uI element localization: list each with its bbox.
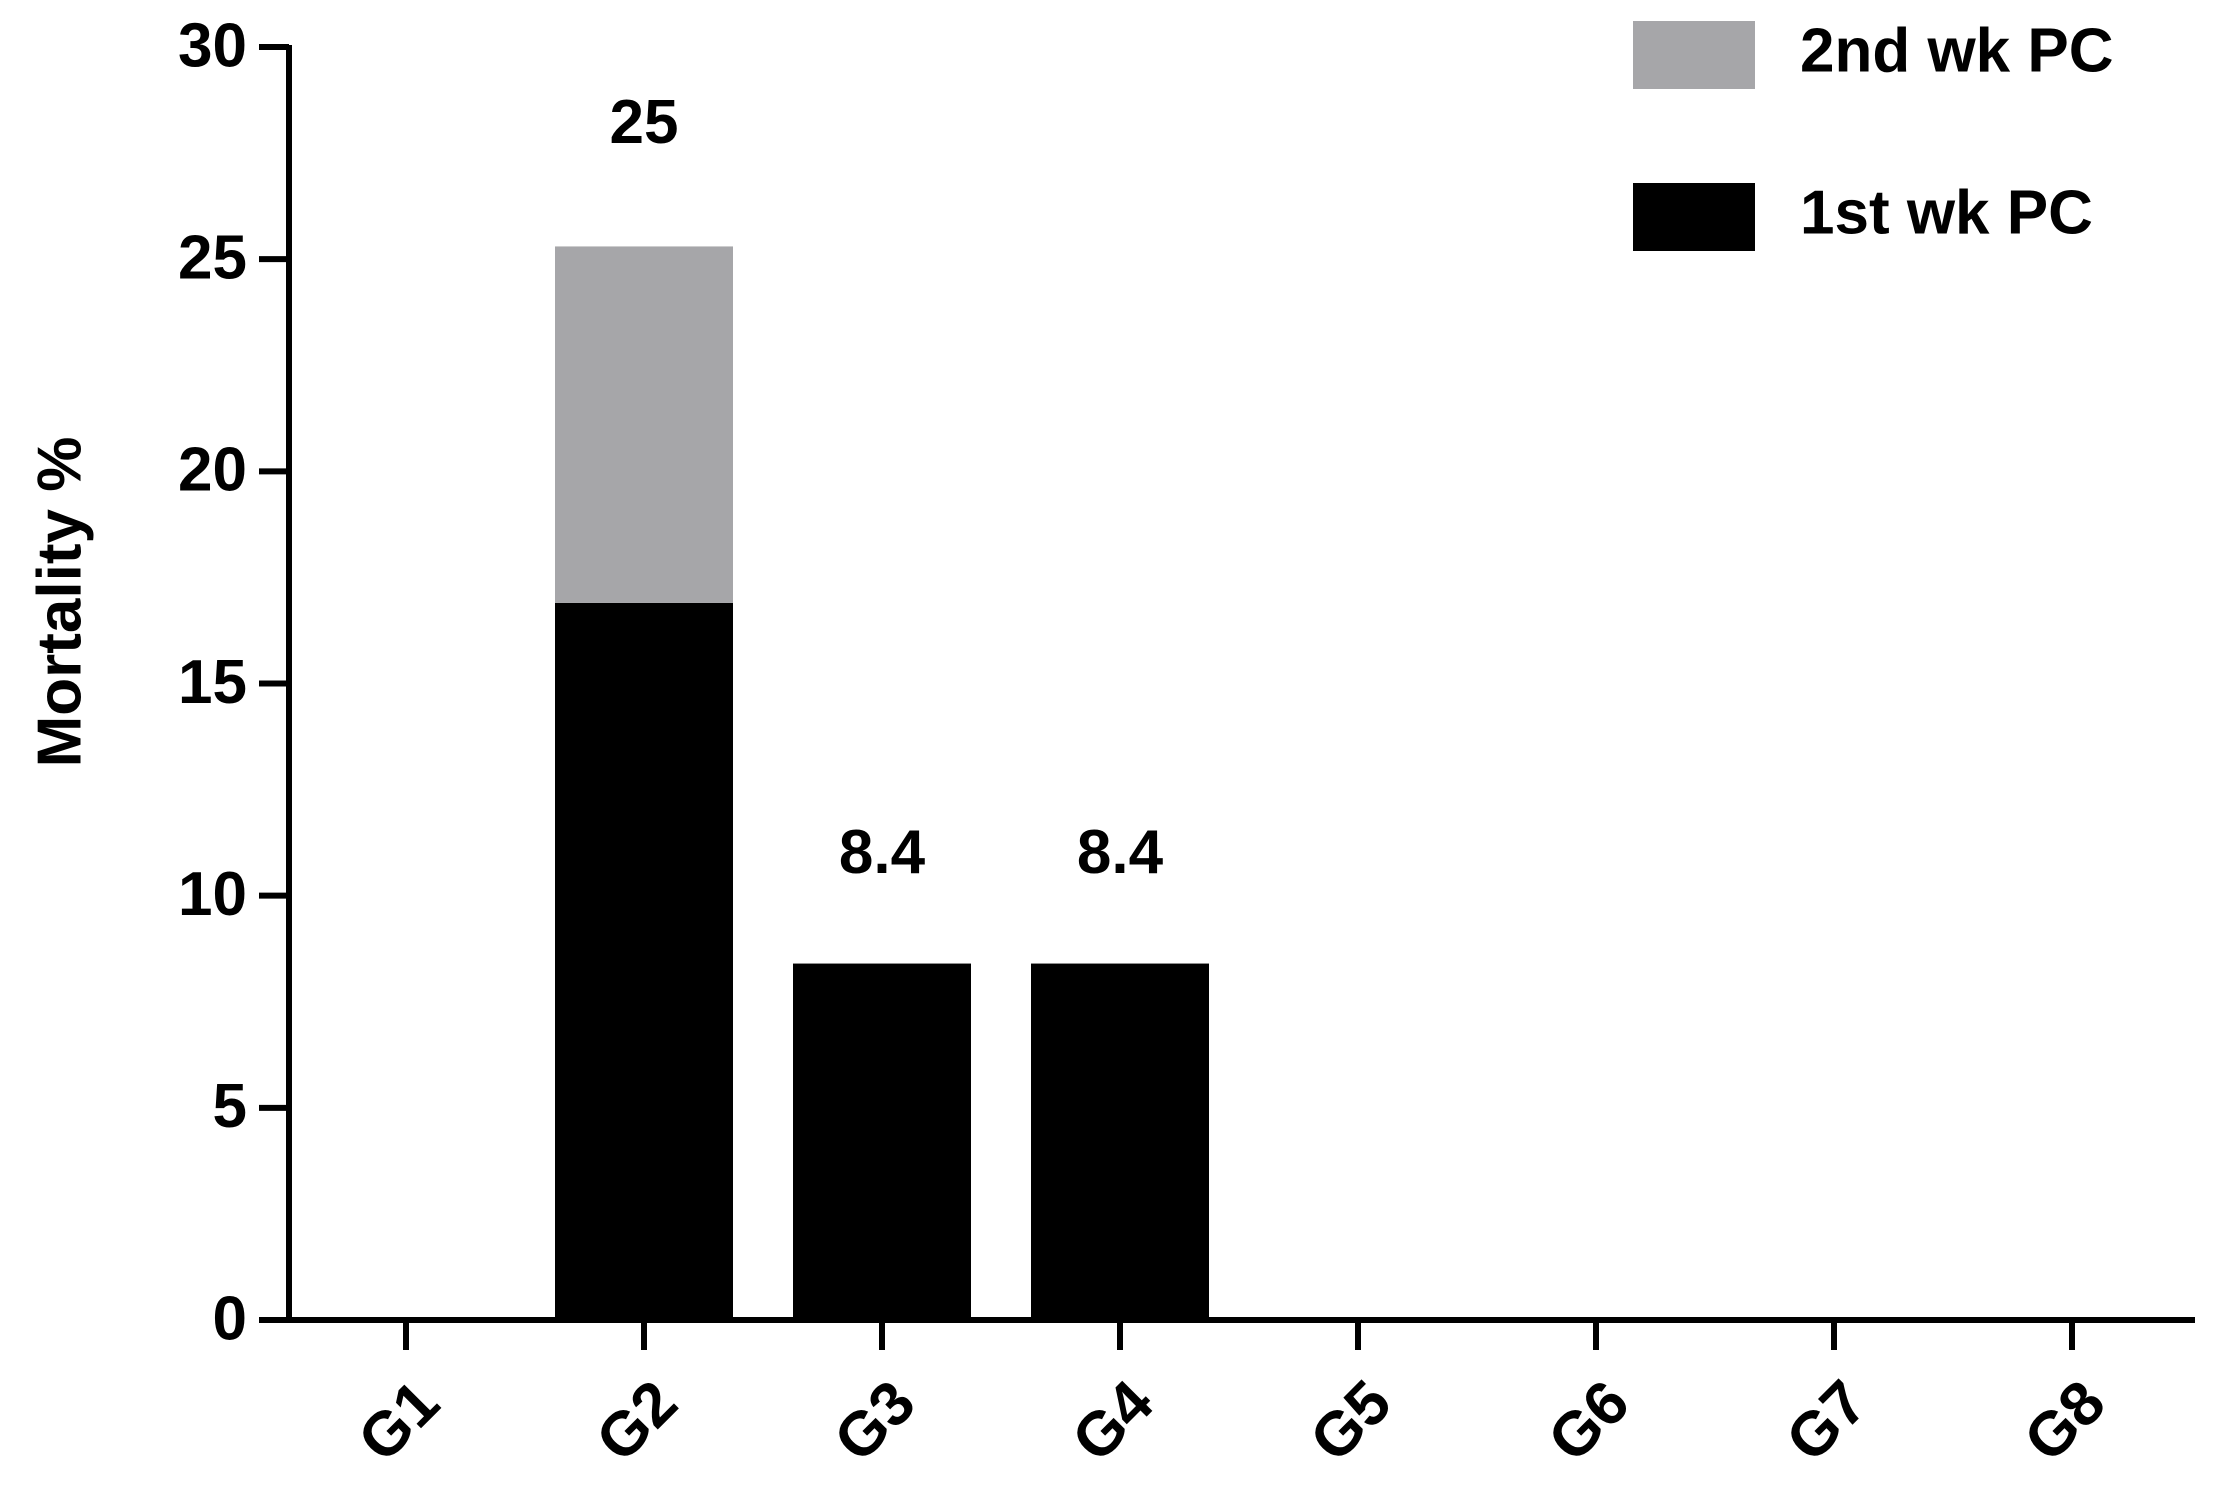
x-tick-label: G2 [583,1368,690,1475]
bar-segment [555,602,733,1320]
legend-label: 1st wk PC [1800,178,2093,247]
y-tick-label: 5 [213,1072,247,1141]
legend-label: 2nd wk PC [1800,16,2114,85]
x-tick-label: G7 [1773,1368,1880,1475]
y-tick-label: 20 [178,436,247,505]
y-tick-label: 10 [178,860,247,929]
y-tick-label: 30 [178,11,247,80]
annotation: 25 [610,88,679,157]
y-tick-label: 25 [178,224,247,293]
x-tick-label: G4 [1059,1367,1167,1475]
y-tick-label: 15 [178,648,247,717]
bar-segment [1031,963,1209,1320]
value-label: 8.4 [1077,818,1164,887]
x-tick-label: G8 [2011,1368,2118,1475]
legend-swatch [1633,21,1755,89]
y-tick-label: 0 [213,1284,247,1353]
x-tick-label: G3 [821,1368,928,1475]
y-axis-title: Mortality % [25,437,94,768]
bar-segment [793,963,971,1320]
legend-swatch [1633,183,1755,251]
x-tick-label: G5 [1297,1368,1404,1475]
value-label: 8.4 [839,818,926,887]
bar-segment [555,246,733,603]
x-tick-label: G1 [345,1368,452,1475]
x-tick-label: G6 [1535,1368,1642,1475]
